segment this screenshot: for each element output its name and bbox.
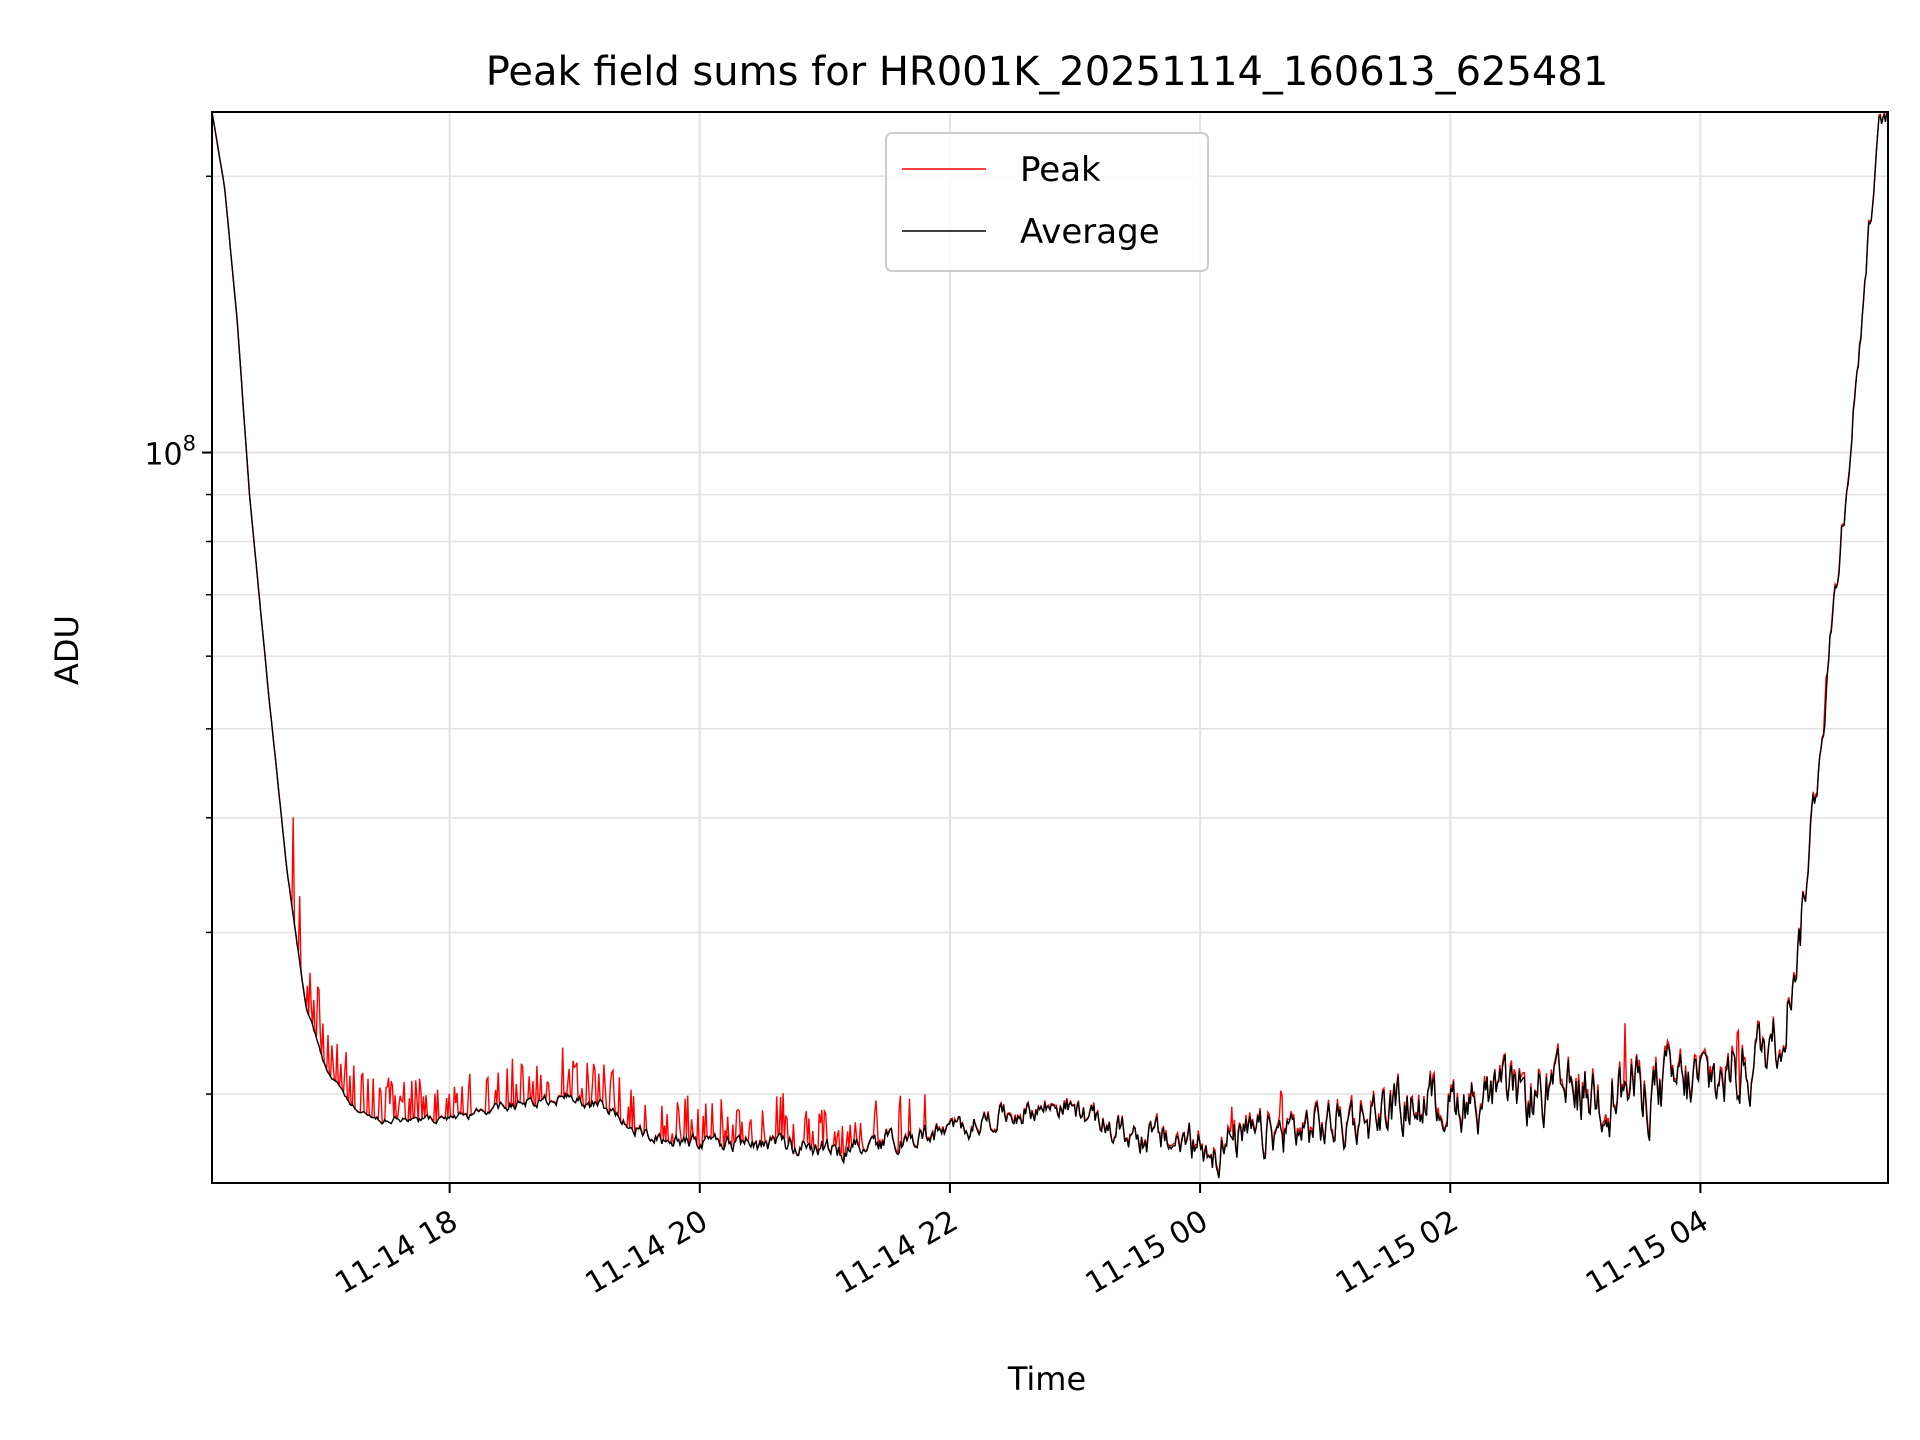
y-tick-label: 108 xyxy=(144,432,196,473)
legend-label-average: Average xyxy=(1020,212,1160,252)
plot-area xyxy=(212,112,1888,1179)
y-axis-label: ADU xyxy=(48,615,86,685)
plot-frame xyxy=(211,111,1889,1184)
legend-box xyxy=(885,132,1209,272)
chart-title: Peak field sums for HR001K_20251114_1606… xyxy=(486,49,1609,95)
legend: Peak Average xyxy=(885,132,1209,272)
y-axis: 108 xyxy=(144,175,212,1095)
x-axis-label: Time xyxy=(1007,1360,1086,1398)
legend-label-peak: Peak xyxy=(1020,150,1101,190)
series-line-average xyxy=(212,112,1888,1179)
